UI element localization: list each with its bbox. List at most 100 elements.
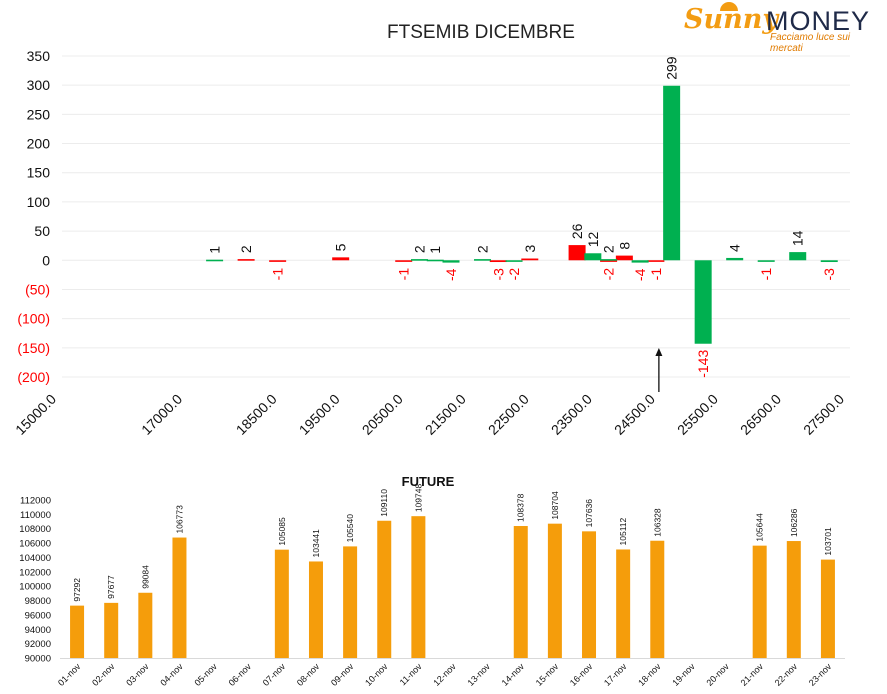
bar [269,260,287,262]
bar [582,531,597,658]
x-tick-label: 16-nov [568,661,595,688]
bar [820,260,838,263]
bar [395,260,413,262]
data-label: 105085 [277,517,287,546]
y-tick-label: (200) [17,369,50,385]
bar [694,260,712,344]
bar [377,520,392,658]
bar [584,253,602,261]
data-label: -2 [506,268,522,281]
bar [757,260,775,262]
data-label: 26 [569,223,585,239]
x-tick-label: 18-nov [636,661,663,688]
data-label: 4 [727,244,743,252]
bar [332,257,350,261]
data-label: -2 [601,268,617,281]
bar [104,602,119,658]
data-label: 108704 [550,491,560,520]
y-tick-label: 350 [27,48,51,64]
options-open-interest-chart: FTSEMIB DICEMBRE 350 300 250 200 150 100 50 0 (50… [12,22,850,438]
data-label: 299 [664,56,680,80]
y-tick-label: (50) [25,281,50,297]
data-label: 2 [238,245,254,253]
data-label: 105540 [345,514,355,543]
data-label: 8 [616,242,632,250]
bar [786,541,801,658]
data-label: -1 [270,268,286,281]
x-tick-label: 17000.0 [138,391,185,438]
bar [663,85,681,261]
bar [547,523,562,658]
x-tick-label: 17-nov [602,661,629,688]
x-tick-label: 21500.0 [422,391,469,438]
x-tick-label: 11-nov [398,661,424,687]
bar [789,252,807,261]
x-tick-label: 20500.0 [359,391,406,438]
arrow-marker-head [655,348,663,356]
y-tick-label: 300 [27,77,51,93]
bar [615,255,633,261]
x-tick-label: 03-nov [124,661,151,688]
future-price-chart: FUTURE 112000 110000 108000 106000 104000 1020… [19,474,845,688]
data-label: 106773 [174,505,184,534]
x-tick-label: 23500.0 [548,391,595,438]
x-tick-label: 09-nov [329,661,356,688]
y-tick-label: 100 [27,194,51,210]
data-label: 106328 [652,508,662,537]
x-tick-label: 01-nov [56,661,83,688]
x-tick-label: 15-nov [534,661,561,688]
data-label: -1 [396,268,412,281]
x-tick-label: 15000.0 [12,391,59,438]
data-label: 109748 [413,484,423,513]
data-label: 3 [522,245,538,253]
bar [521,258,539,261]
bar [138,592,153,658]
bar [650,540,665,658]
x-tick-label: 07-nov [261,661,288,688]
bar [489,260,507,263]
y-tick-label: 94000 [25,625,51,636]
data-label: 2 [601,245,617,253]
x-tick-label: 20-nov [704,661,731,688]
x-tick-label: 19-nov [670,661,697,688]
data-label: 12 [585,231,601,247]
chart-title: FUTURE [402,474,455,489]
bar [308,561,323,658]
x-tick-label: 22-nov [773,661,800,688]
y-tick-label: 150 [27,165,51,181]
y-tick-label: 112000 [20,496,51,507]
data-label: 1 [207,246,223,254]
data-label: 105644 [755,513,765,542]
bar [274,549,289,658]
y-tick-label: 104000 [19,553,51,564]
x-tick-label: 08-nov [295,661,322,688]
y-tick-label: 90000 [25,654,51,665]
brand-logo-money: MONEY [766,6,871,36]
data-label: -4 [443,268,459,281]
data-label: 103701 [823,527,833,556]
data-label: 109110 [379,489,389,517]
brand-logo-sunny: Sunny [684,4,779,35]
bar [206,259,224,262]
x-tick-label: 02-nov [90,661,117,688]
x-tick-label: 21-nov [739,661,766,688]
bar [343,546,358,658]
bar [474,259,492,261]
bar [616,549,631,658]
data-label: 2 [411,245,427,253]
sun-icon [720,2,738,11]
y-tick-label: 200 [27,136,51,152]
y-tick-label: 106000 [19,539,51,550]
data-label: 108378 [516,493,526,522]
x-tick-label: 25500.0 [674,391,721,438]
y-tick-label: 100000 [19,582,51,593]
bar [647,260,665,262]
x-tick-label: 13-nov [466,661,493,688]
x-tick-label: 27500.0 [800,391,847,438]
data-label: 106286 [789,508,799,537]
x-tick-label: 18500.0 [233,391,280,438]
data-label: 105112 [618,517,628,545]
chart-title: FTSEMIB DICEMBRE [387,22,575,43]
x-tick-label: 23-nov [807,661,834,688]
bar [600,260,618,262]
